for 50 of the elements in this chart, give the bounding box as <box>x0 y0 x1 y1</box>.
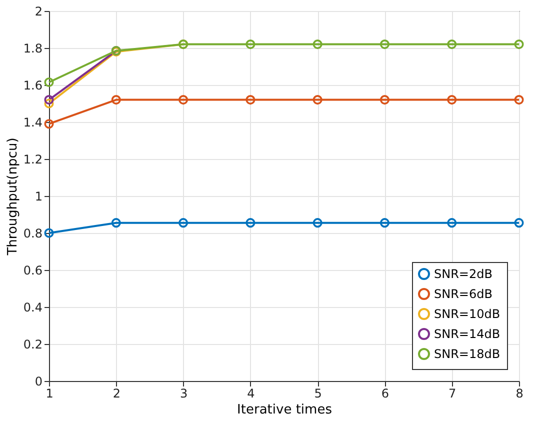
point <box>111 218 121 228</box>
legend-label: SNR=14dB <box>434 327 500 341</box>
y-tick-label: 1.8 <box>23 42 42 56</box>
point <box>312 218 322 228</box>
y-tick-label: 1.4 <box>23 116 42 130</box>
x-tick-label: 2 <box>112 386 120 400</box>
point <box>447 218 457 228</box>
point <box>447 40 457 50</box>
point <box>514 40 524 50</box>
point <box>246 40 256 50</box>
point <box>380 40 390 50</box>
point <box>312 95 322 105</box>
y-tick-label: 1.6 <box>23 78 42 92</box>
legend-label: SNR=10dB <box>434 307 500 321</box>
x-tick-label: 6 <box>381 386 390 400</box>
point <box>111 95 121 105</box>
point <box>44 119 54 129</box>
point <box>44 77 54 87</box>
x-tick-label: 8 <box>516 386 524 400</box>
y-axis-title: Throughput(npcu) <box>5 138 20 256</box>
point <box>246 218 256 228</box>
y-tick-label: 0.8 <box>23 226 42 240</box>
point <box>246 95 256 105</box>
y-tick-label: 2 <box>34 4 42 18</box>
y-tick-label: 1 <box>34 190 42 204</box>
y-tick-label: 0.2 <box>23 338 42 352</box>
point <box>44 98 54 108</box>
point <box>178 95 188 105</box>
point <box>514 218 524 228</box>
y-tick-label: 1.2 <box>23 152 42 166</box>
x-axis-title: Iterative times <box>237 402 332 418</box>
point <box>312 40 322 50</box>
point <box>447 95 457 105</box>
y-tick-label: 0.4 <box>23 300 42 314</box>
x-tick-label: 1 <box>46 386 54 400</box>
point <box>44 228 54 238</box>
legend-label: SNR=6dB <box>434 287 492 301</box>
legend-label: SNR=2dB <box>434 267 492 281</box>
legend-label: SNR=18dB <box>434 347 500 361</box>
x-tick-label: 5 <box>314 386 322 400</box>
point <box>380 218 390 228</box>
y-tick-label: 0.6 <box>23 264 42 278</box>
point <box>44 95 54 105</box>
x-tick-label: 4 <box>247 386 255 400</box>
y-tick-label: 0 <box>34 374 42 388</box>
x-tick-label: 3 <box>180 386 188 400</box>
x-tick-label: 7 <box>448 386 456 400</box>
point <box>178 218 188 228</box>
point <box>380 95 390 105</box>
point <box>514 95 524 105</box>
